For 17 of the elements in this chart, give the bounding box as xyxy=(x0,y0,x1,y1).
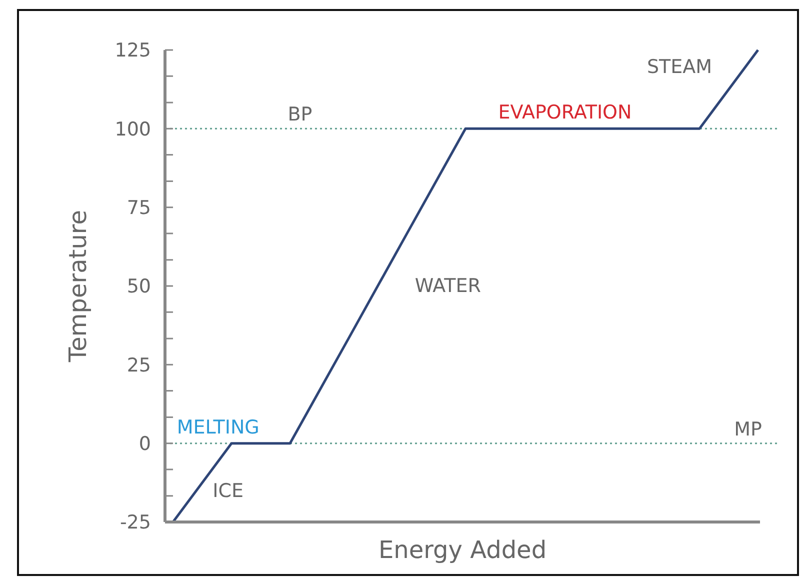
y-tick-label: 25 xyxy=(126,354,151,376)
y-tick-label: 100 xyxy=(114,118,151,140)
annotation: STEAM xyxy=(646,56,712,78)
y-tick-label: 50 xyxy=(126,276,151,298)
ref-line-label: MP xyxy=(734,418,762,440)
annotation: WATER xyxy=(414,275,481,297)
y-axis-title: Temperature xyxy=(64,210,92,364)
x-axis-title: Energy Added xyxy=(378,536,547,564)
annotation: EVAPORATION xyxy=(498,102,632,124)
annotation: ICE xyxy=(212,480,244,502)
ref-line-label: BP xyxy=(288,104,312,126)
y-tick-label: 125 xyxy=(114,40,151,62)
y-tick-label: 75 xyxy=(126,196,151,219)
y-tick-label: -25 xyxy=(120,512,151,534)
line-series xyxy=(172,48,760,524)
y-tick-label: 0 xyxy=(138,432,151,455)
annotation: MELTING xyxy=(176,416,260,438)
